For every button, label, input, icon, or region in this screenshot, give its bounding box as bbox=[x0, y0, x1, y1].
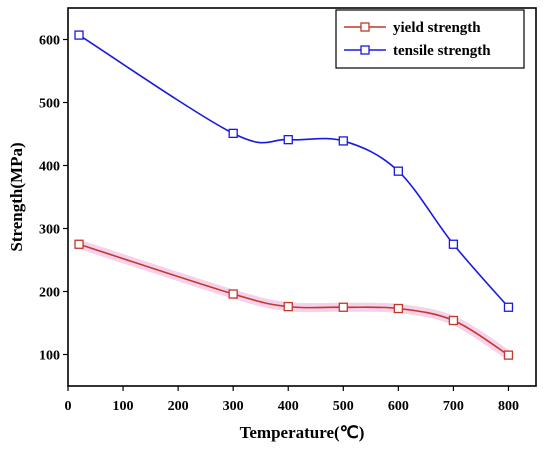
x-tick-label: 700 bbox=[443, 399, 464, 414]
series-glow bbox=[74, 239, 513, 360]
y-tick-label: 100 bbox=[39, 349, 60, 364]
y-tick-label: 200 bbox=[39, 286, 60, 301]
data-point bbox=[228, 128, 238, 139]
x-tick-label: 800 bbox=[498, 399, 519, 414]
x-axis-title: Temperature(℃) bbox=[240, 423, 365, 442]
legend-label: yield strength bbox=[393, 20, 481, 36]
plot-frame bbox=[67, 7, 537, 387]
data-point bbox=[228, 289, 238, 299]
x-tick-label: 300 bbox=[223, 399, 244, 414]
data-point bbox=[74, 239, 84, 249]
x-tick-label: 400 bbox=[278, 399, 299, 414]
legend-marker bbox=[360, 22, 370, 32]
legend-marker bbox=[360, 45, 370, 55]
plot-border bbox=[67, 7, 537, 387]
data-point bbox=[393, 166, 404, 176]
series-yield-strength bbox=[74, 239, 514, 360]
data-point bbox=[393, 303, 404, 314]
legend: yield strength tensile strength bbox=[335, 9, 525, 69]
legend-label: tensile strength bbox=[393, 43, 491, 59]
data-point bbox=[338, 136, 348, 146]
y-tick-label: 600 bbox=[39, 34, 60, 49]
y-axis-title: Strength(MPa) bbox=[7, 142, 26, 251]
y-tick-label: 400 bbox=[39, 160, 60, 175]
data-point bbox=[503, 302, 514, 312]
x-tick-label: 500 bbox=[333, 399, 354, 414]
data-point bbox=[448, 315, 459, 326]
legend-frame bbox=[335, 9, 525, 69]
data-point bbox=[283, 135, 293, 145]
x-tick-label: 600 bbox=[388, 399, 409, 414]
data-point bbox=[448, 239, 459, 249]
x-tick-label: 100 bbox=[113, 399, 134, 414]
series-tensile-strength bbox=[74, 30, 514, 312]
y-tick-label: 300 bbox=[39, 223, 60, 238]
x-tick-label: 200 bbox=[168, 399, 189, 414]
y-tick-label: 500 bbox=[39, 97, 60, 112]
x-tick-label: 0 bbox=[65, 399, 72, 414]
data-point bbox=[283, 301, 293, 312]
data-point bbox=[503, 350, 514, 360]
data-point bbox=[338, 302, 348, 312]
data-point bbox=[74, 30, 84, 40]
